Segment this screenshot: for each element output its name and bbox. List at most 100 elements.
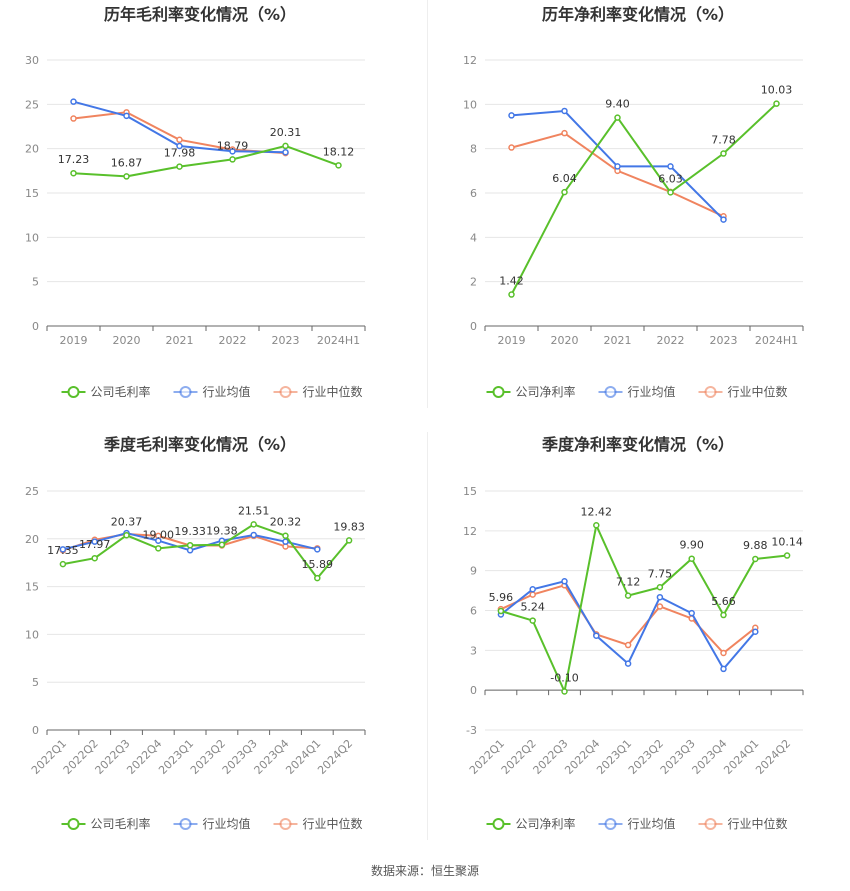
y-tick-label: 15 bbox=[463, 485, 477, 498]
y-tick-label: 0 bbox=[470, 684, 477, 697]
legend-label: 行业中位数 bbox=[303, 816, 363, 831]
data-point bbox=[282, 538, 289, 545]
data-point bbox=[720, 665, 727, 673]
data-point bbox=[123, 532, 130, 539]
legend-item-median: 行业中位数 bbox=[273, 384, 363, 399]
data-point bbox=[250, 521, 257, 528]
data-point bbox=[752, 555, 759, 563]
data-point bbox=[529, 591, 536, 598]
series-avg bbox=[497, 578, 759, 673]
data-point bbox=[282, 142, 289, 150]
legend-label: 公司净利率 bbox=[516, 816, 576, 831]
x-tick-label: 2022 bbox=[657, 334, 685, 347]
data-point bbox=[561, 578, 568, 585]
data-label: 17.97 bbox=[79, 538, 111, 551]
y-tick-label: 15 bbox=[25, 581, 39, 594]
chart-title: 历年毛利率变化情况（%） bbox=[104, 5, 296, 24]
data-point bbox=[614, 114, 621, 121]
data-point bbox=[667, 163, 674, 170]
data-point bbox=[186, 547, 194, 554]
data-label: 19.83 bbox=[333, 520, 365, 533]
legend-item-median: 行业中位数 bbox=[273, 816, 363, 831]
chart-svg: 季度净利率变化情况（%）-3036912152022Q12022Q22022Q3… bbox=[463, 435, 804, 831]
data-point bbox=[314, 546, 321, 553]
legend-marker bbox=[604, 386, 617, 398]
data-point bbox=[91, 538, 98, 545]
legend-marker bbox=[179, 386, 192, 398]
chart-title: 历年净利率变化情况（%） bbox=[542, 5, 734, 24]
x-tick-label: 2024H1 bbox=[317, 334, 360, 347]
data-point bbox=[529, 586, 536, 593]
y-tick-label: 25 bbox=[25, 98, 39, 111]
legend-item-avg: 行业均值 bbox=[173, 384, 251, 399]
data-point bbox=[593, 522, 600, 529]
data-label: 10.14 bbox=[771, 536, 803, 549]
y-tick-label: 20 bbox=[25, 533, 39, 546]
y-tick-label: 15 bbox=[25, 187, 39, 200]
chart-svg: 历年毛利率变化情况（%） 0 5 10 15 20 25 30 2019 2020 2021 2022… bbox=[25, 5, 366, 399]
data-point bbox=[614, 163, 621, 170]
data-point bbox=[123, 173, 130, 180]
legend-label: 行业中位数 bbox=[728, 816, 788, 831]
data-point bbox=[229, 148, 236, 155]
x-tick-label: 2019 bbox=[498, 334, 526, 347]
data-label: 9.88 bbox=[743, 539, 768, 552]
data-point bbox=[282, 532, 289, 539]
data-point bbox=[720, 150, 727, 157]
y-tick-label: 6 bbox=[470, 605, 477, 618]
y-tick-label: 0 bbox=[32, 724, 39, 737]
x-tick-label: 2024Q2 bbox=[315, 737, 355, 777]
series-company bbox=[70, 142, 342, 180]
data-point bbox=[656, 593, 664, 601]
data-label: 17.23 bbox=[58, 153, 90, 166]
legend-marker bbox=[492, 386, 505, 398]
x-tick-label: 2023 bbox=[272, 334, 300, 347]
y-tick-label: 10 bbox=[463, 98, 477, 111]
data-point bbox=[176, 142, 183, 150]
legend-marker bbox=[492, 818, 505, 830]
data-point bbox=[783, 552, 791, 559]
data-point bbox=[70, 98, 77, 105]
legend-item-avg: 行业均值 bbox=[598, 816, 676, 831]
data-point bbox=[155, 545, 162, 552]
x-tick-label: 2021 bbox=[604, 334, 632, 347]
data-point bbox=[529, 617, 536, 624]
legend-marker bbox=[279, 386, 292, 398]
y-tick-label: 8 bbox=[470, 143, 477, 156]
data-point bbox=[508, 291, 515, 298]
chart-title: 季度净利率变化情况（%） bbox=[541, 435, 734, 454]
y-tick-label: 2 bbox=[470, 276, 477, 289]
chart-annual-gross-margin: 历年毛利率变化情况（%） 0 5 10 15 20 25 30 2019 2020 2021 2022… bbox=[0, 0, 425, 416]
data-point bbox=[229, 156, 236, 163]
data-point bbox=[345, 537, 353, 544]
data-label: 1.42 bbox=[499, 275, 524, 288]
data-point bbox=[773, 100, 780, 107]
legend-label: 公司毛利率 bbox=[91, 384, 151, 399]
y-tick-label: 9 bbox=[470, 565, 477, 578]
x-tick-label: 2019 bbox=[60, 334, 88, 347]
data-point bbox=[335, 162, 342, 169]
data-label: 10.03 bbox=[761, 84, 793, 97]
data-point bbox=[59, 546, 67, 553]
data-point bbox=[720, 649, 727, 657]
data-label: 20.31 bbox=[270, 126, 302, 139]
y-tick-label: -3 bbox=[466, 724, 477, 737]
legend-label: 公司毛利率 bbox=[91, 816, 151, 831]
series-avg bbox=[70, 98, 289, 156]
gridlines bbox=[485, 59, 803, 327]
chart-quarterly-gross-margin: 季度毛利率变化情况（%） 0 5 10 15 20 25 2022Q1 2022Q2 2022Q3… bbox=[0, 416, 425, 856]
data-point bbox=[508, 112, 515, 119]
data-label: 9.90 bbox=[679, 539, 704, 552]
data-label: 7.78 bbox=[711, 134, 736, 147]
data-point bbox=[70, 169, 77, 177]
chart-title: 季度毛利率变化情况（%） bbox=[103, 435, 296, 454]
y-tick-label: 5 bbox=[32, 276, 39, 289]
data-point bbox=[656, 584, 664, 591]
legend-item-avg: 行业均值 bbox=[173, 816, 251, 831]
data-point bbox=[282, 148, 289, 156]
legend-marker bbox=[67, 818, 80, 830]
data-label: 19.38 bbox=[206, 525, 238, 538]
data-point bbox=[624, 592, 632, 599]
y-tick-label: 30 bbox=[25, 54, 39, 67]
legend-marker bbox=[67, 386, 80, 398]
